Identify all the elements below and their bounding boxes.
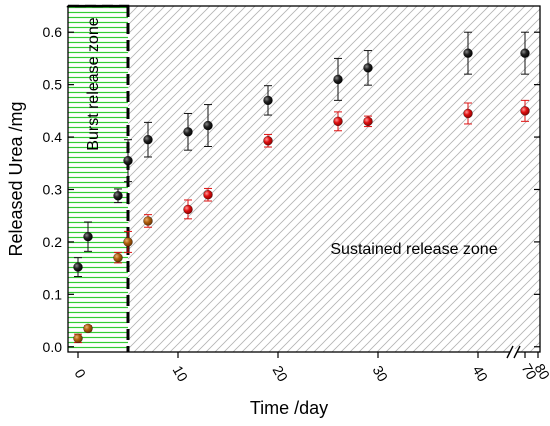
y-tick-label: 0.0 xyxy=(43,339,63,355)
x-axis-title: Time /day xyxy=(250,398,328,418)
y-tick-label: 0.3 xyxy=(43,181,63,197)
data-point xyxy=(183,204,193,215)
data-point xyxy=(183,127,193,137)
data-point xyxy=(203,120,213,131)
y-tick-label: 0.2 xyxy=(43,234,63,250)
data-point xyxy=(363,116,373,126)
data-point xyxy=(463,108,473,119)
y-tick-label: 0.6 xyxy=(43,24,63,40)
data-point xyxy=(463,48,473,58)
data-point xyxy=(333,116,343,126)
data-point xyxy=(73,333,83,344)
data-point xyxy=(83,323,93,334)
data-point xyxy=(143,216,153,226)
series-0 xyxy=(73,31,530,278)
x-tick-label: 40 xyxy=(470,363,492,385)
data-point xyxy=(263,136,273,146)
x-tick-label: 30 xyxy=(370,363,392,385)
x-break-tick-label: 70 xyxy=(519,361,541,383)
data-point xyxy=(73,262,83,272)
data-point xyxy=(123,237,133,247)
data-point xyxy=(333,74,343,85)
sustained-release-zone xyxy=(128,6,540,352)
y-tick-label: 0.5 xyxy=(43,77,63,93)
y-tick-label: 0.4 xyxy=(43,129,63,145)
data-point xyxy=(203,190,213,200)
x-tick-label: 20 xyxy=(270,363,292,385)
plot-frame xyxy=(67,5,541,353)
data-point xyxy=(363,63,373,73)
y-axis-title: Released Urea /mg xyxy=(6,101,26,256)
burst-zone-label: Burst release zone xyxy=(85,17,102,151)
data-point xyxy=(113,252,123,263)
data-point xyxy=(113,191,123,201)
data-point xyxy=(143,135,153,145)
data-point xyxy=(123,156,133,166)
x-tick-label: 10 xyxy=(170,363,192,385)
data-point xyxy=(520,106,530,116)
data-point xyxy=(83,232,93,242)
sustained-zone-label: Sustained release zone xyxy=(330,241,497,258)
series-1 xyxy=(73,99,530,344)
x-axis-break xyxy=(506,345,521,359)
burst-release-zone xyxy=(68,6,128,352)
data-point xyxy=(520,48,530,58)
data-point xyxy=(263,95,273,106)
x-tick-label: 0 xyxy=(71,366,89,381)
y-tick-label: 0.1 xyxy=(43,286,63,302)
